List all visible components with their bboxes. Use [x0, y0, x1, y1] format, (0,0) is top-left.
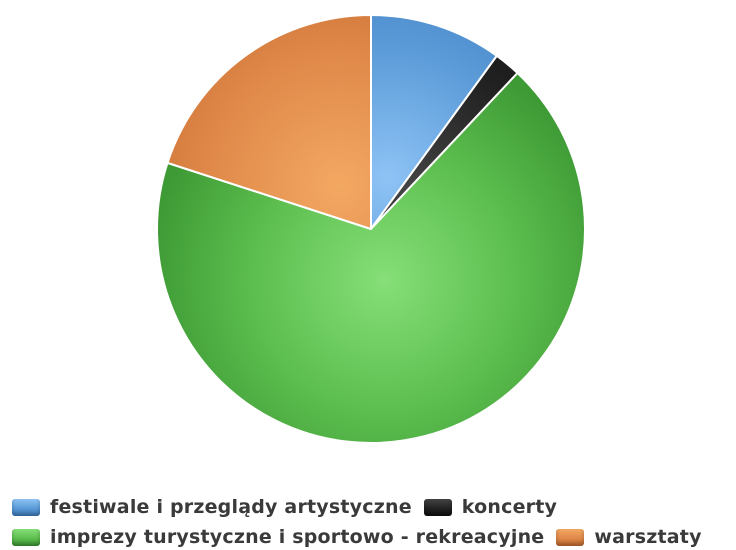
legend-swatch-warsztaty: [556, 528, 585, 546]
chart-legend: festiwale i przeglądy artystyczne koncer…: [12, 492, 736, 550]
pie-plot-area: [156, 14, 586, 444]
pie-slices: [156, 14, 586, 444]
legend-label-festiwale: festiwale i przeglądy artystyczne: [50, 496, 412, 518]
pie-slice-warsztaty[interactable]: [166, 14, 372, 230]
legend-label-imprezy: imprezy turystyczne i sportowo - rekreac…: [50, 526, 545, 548]
legend-label-warsztaty: warsztaty: [594, 526, 702, 548]
pie-slice-imprezy[interactable]: [156, 72, 586, 444]
legend-row-2: imprezy turystyczne i sportowo - rekreac…: [12, 522, 736, 550]
legend-item-imprezy[interactable]: imprezy turystyczne i sportowo - rekreac…: [12, 526, 544, 548]
legend-swatch-koncerty: [423, 498, 452, 516]
legend-item-festiwale[interactable]: festiwale i przeglądy artystyczne: [12, 496, 412, 518]
legend-swatch-festiwale: [12, 498, 40, 516]
legend-item-warsztaty[interactable]: warsztaty: [556, 526, 701, 548]
legend-label-koncerty: koncerty: [461, 496, 558, 518]
legend-row-1: festiwale i przeglądy artystyczne koncer…: [12, 492, 736, 522]
pie-slice-festiwale[interactable]: [370, 14, 498, 230]
legend-swatch-imprezy: [12, 528, 40, 546]
legend-item-koncerty[interactable]: koncerty: [423, 496, 558, 518]
